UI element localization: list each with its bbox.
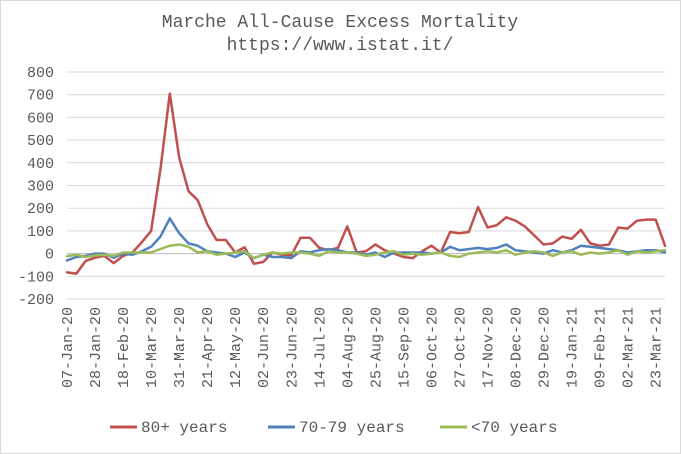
y-tick-label: 800 [27,65,54,82]
y-tick-label: 300 [27,179,54,196]
y-tick-label: -100 [18,269,54,286]
y-tick-label: -200 [18,292,54,309]
x-tick-label: 23-Mar-21 [649,307,666,388]
series-lines [65,92,667,275]
y-tick-label: 400 [27,156,54,173]
x-tick-label: 06-Oct-20 [424,307,441,388]
y-tick-label: 0 [45,247,54,264]
y-tick-label: 100 [27,224,54,241]
x-tick-label: 21-Apr-20 [200,307,217,388]
x-tick-label: 08-Dec-20 [509,307,526,388]
x-tick-label: 04-Aug-20 [340,307,357,388]
chart-title: Marche All-Cause Excess Mortality [162,13,519,33]
x-tick-label: 12-May-20 [228,307,245,388]
x-tick-label: 09-Feb-21 [593,307,610,388]
y-tick-label: 600 [27,110,54,127]
y-tick-label: 500 [27,133,54,150]
gridlines [67,71,665,300]
x-tick-label: 02-Jun-20 [256,307,273,388]
x-tick-label: 10-Mar-20 [144,307,161,388]
x-tick-label: 15-Sep-20 [396,307,413,388]
legend-label: 80+ years [141,419,227,437]
x-tick-label: 14-Jul-20 [312,307,329,388]
y-tick-label: 700 [27,88,54,105]
series-line-70-years [65,243,667,260]
x-tick-label: 07-Jan-20 [60,307,77,388]
x-tick-label: 25-Aug-20 [368,307,385,388]
x-tick-label: 02-Mar-21 [621,307,638,388]
x-tick-label: 27-Oct-20 [452,307,469,388]
legend-label: <70 years [471,419,557,437]
chart-subtitle: https://www.istat.it/ [227,36,454,56]
x-tick-label: 18-Feb-20 [116,307,133,388]
y-axis: -200 -100 0 100 200 300 400 500 600 700 800 [18,65,54,309]
x-tick-label: 29-Dec-20 [537,307,554,388]
x-tick-label: 28-Jan-20 [88,307,105,388]
x-tick-label: 31-Mar-20 [172,307,189,388]
x-tick-label: 23-Jun-20 [284,307,301,388]
x-axis: 07-Jan-20 28-Jan-20 18-Feb-20 10-Mar-20 31-M… [60,253,666,388]
y-tick-label: 200 [27,201,54,218]
x-tick-label: 19-Jan-21 [565,307,582,388]
x-tick-label: 17-Nov-20 [480,307,497,388]
legend: 80+ years 70-79 years <70 years [110,419,557,437]
legend-label: 70-79 years [299,419,405,437]
series-line-80-years [65,92,667,275]
